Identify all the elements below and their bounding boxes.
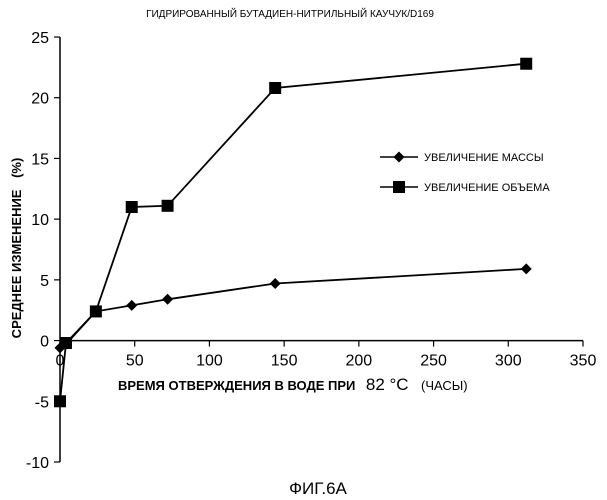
x-axis-label-main: ВРЕМЯ ОТВЕРЖДЕНИЯ В ВОДЕ ПРИ [118, 378, 355, 393]
x-tick-label: 150 [271, 353, 298, 370]
y-tick-label: 20 [31, 91, 49, 108]
data-point-mass [520, 263, 532, 275]
legend-marker-volume [393, 181, 405, 193]
y-tick-label: -10 [26, 455, 49, 472]
y-tick-label: 5 [40, 273, 49, 290]
data-series [54, 57, 533, 408]
chart-title: ГИДРИРОВАННЫЙ БУТАДИЕН-НИТРИЛЬНЫЙ КАУЧУК… [146, 7, 434, 20]
y-axis-label-unit: (%) [9, 158, 24, 178]
data-point-volume [161, 199, 174, 212]
legend-label-mass: УВЕЛИЧЕНИЕ МАССЫ [424, 152, 544, 164]
legend-marker-mass [393, 151, 405, 163]
y-tick-label: 15 [31, 151, 49, 168]
x-tick-label: 0 [56, 353, 65, 370]
data-point-volume [269, 82, 282, 94]
data-point-volume [125, 201, 138, 213]
data-point-volume [520, 57, 533, 70]
x-axis-label-unit: (ЧАСЫ) [421, 378, 468, 393]
x-tick-label: 50 [126, 353, 144, 370]
x-tick-label: 250 [420, 353, 447, 370]
legend-label-volume: УВЕЛИЧЕНИЕ ОБЪЕМА [424, 182, 550, 194]
y-tick-label: 10 [31, 212, 49, 229]
data-point-mass [126, 299, 138, 311]
y-axis-label-main: СРЕДНЕЕ ИЗМЕНЕНИЕ [9, 189, 24, 338]
data-point-mass [269, 278, 281, 289]
legend-box [366, 143, 578, 205]
x-tick-label: 100 [196, 353, 223, 370]
data-point-volume [54, 395, 66, 408]
data-point-volume [89, 305, 102, 318]
x-axis-label-temp: 82 °C [366, 375, 409, 394]
legend: УВЕЛИЧЕНИЕ МАССЫ УВЕЛИЧЕНИЕ ОБЪЕМА [366, 143, 578, 205]
y-tick-label: 25 [31, 30, 49, 47]
data-point-mass [162, 293, 174, 305]
x-axis-label: ВРЕМЯ ОТВЕРЖДЕНИЯ В ВОДЕ ПРИ 82 °C (ЧАСЫ… [118, 375, 468, 394]
series-line-1 [59, 62, 527, 402]
y-tick-label: 0 [40, 334, 49, 351]
data-point-volume [59, 337, 72, 349]
y-axis-label: СРЕДНЕЕ ИЗМЕНЕНИЕ (%) [9, 158, 24, 339]
svg-text:СРЕДНЕЕ ИЗМЕНЕНИЕ (%): СРЕДНЕЕ ИЗМЕНЕНИЕ (%) [9, 158, 24, 339]
x-tick-label: 300 [495, 353, 522, 370]
x-tick-label: 200 [346, 353, 373, 370]
y-tick-label: -5 [35, 394, 49, 411]
figure-caption: ФИГ.6А [289, 479, 347, 498]
x-tick-label: 350 [570, 353, 597, 370]
axes [54, 36, 584, 463]
